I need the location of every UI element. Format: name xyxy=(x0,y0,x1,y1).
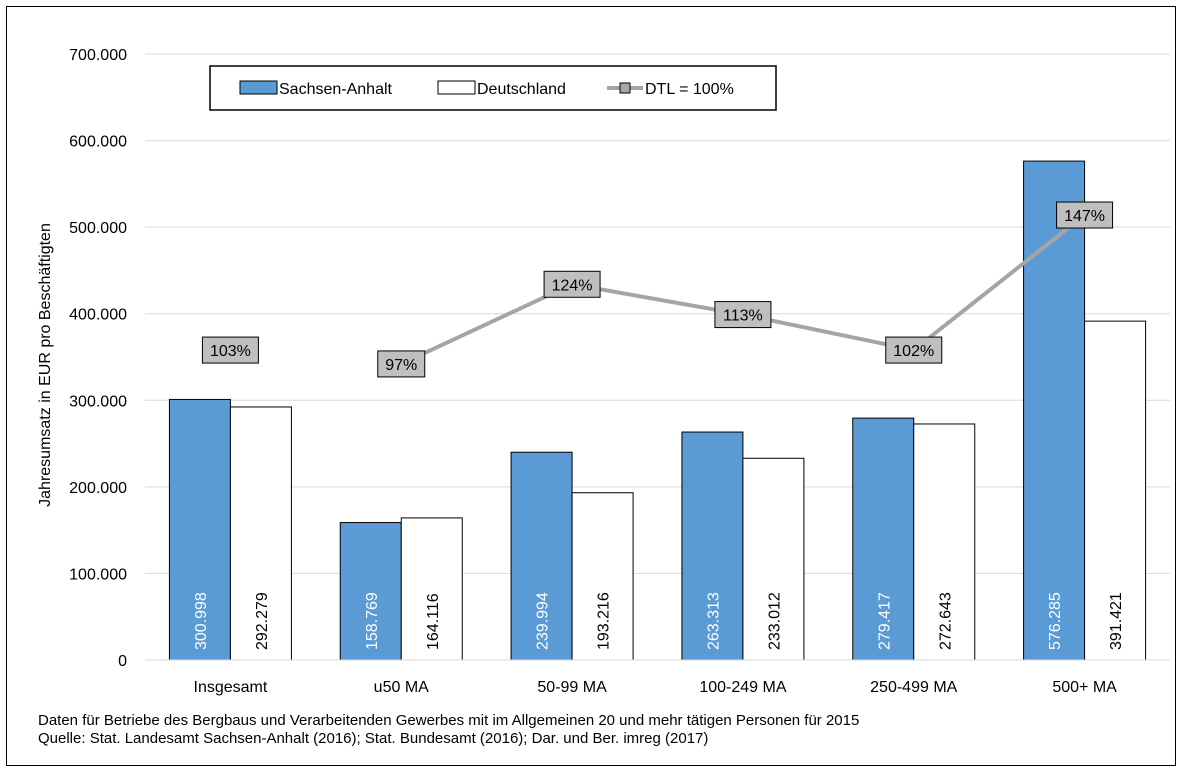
x-axis: Insgesamt u50 MA 50-99 MA 100-249 MA 250-499… xyxy=(145,659,1170,696)
bar-sachsen-anhalt xyxy=(510,451,573,661)
ratio-label: 102% xyxy=(893,343,934,360)
bar-deutschland xyxy=(571,492,634,661)
y-tick-label: 0 xyxy=(118,653,127,670)
legend-label-deutschland[interactable]: Deutschland xyxy=(477,81,566,98)
bar-value-label: 391.421 xyxy=(1108,592,1125,650)
bar-deutschland xyxy=(1084,320,1147,661)
y-tick-label: 700.000 xyxy=(69,47,127,64)
ratio-label: 97% xyxy=(385,357,417,374)
bar-value-label: 158.769 xyxy=(364,592,381,650)
bar-value-label: 233.012 xyxy=(766,592,783,650)
y-tick-label: 100.000 xyxy=(69,566,127,583)
bar-sachsen-anhalt xyxy=(168,398,231,661)
y-tick-label: 600.000 xyxy=(69,134,127,151)
bar-value-label: 300.998 xyxy=(193,592,210,650)
x-tick-label: u50 MA xyxy=(374,679,429,696)
legend-label-sachsen-anhalt[interactable]: Sachsen-Anhalt xyxy=(279,81,393,98)
x-tick-label: 500+ MA xyxy=(1052,679,1117,696)
bar-value-label: 193.216 xyxy=(596,592,613,650)
legend-box xyxy=(209,65,777,111)
y-tick-label: 200.000 xyxy=(69,480,127,497)
ratio-label-box xyxy=(714,301,772,329)
bar-value-label: 164.116 xyxy=(425,593,442,650)
bar-deutschland xyxy=(229,406,292,661)
y-axis: 0 100.000 200.000 300.000 400.000 500.000 600.… xyxy=(69,47,127,670)
footnote-line-1: Daten für Betriebe des Bergbaus und Vera… xyxy=(38,712,860,729)
ratio-label: 147% xyxy=(1064,208,1105,225)
x-tick-label: 250-499 MA xyxy=(870,679,957,696)
bar-value-label: 263.313 xyxy=(705,592,722,650)
bars: 300.998 292.279 158.769 164.116 239.994 193.2… xyxy=(168,160,1147,661)
legend-swatch-ratio-marker[interactable] xyxy=(619,82,631,94)
legend-swatch-deutschland[interactable] xyxy=(437,80,476,95)
legend-label-ratio[interactable]: DTL = 100% xyxy=(645,81,734,98)
bar-deutschland xyxy=(913,423,976,661)
ratio-label: 124% xyxy=(552,277,593,294)
ratio-label-box xyxy=(377,350,426,378)
bar-value-label: 272.643 xyxy=(937,592,954,650)
footnote-line-2: Quelle: Stat. Landesamt Sachsen-Anhalt (… xyxy=(38,730,709,747)
ratio-label: 103% xyxy=(210,343,251,360)
y-axis-label: Jahresumsatz in EUR pro Beschäftigten xyxy=(37,223,54,507)
ratio-label-box xyxy=(201,336,259,364)
x-tick-label: Insgesamt xyxy=(194,679,268,696)
ratio-label-box xyxy=(1056,201,1114,229)
y-tick-label: 500.000 xyxy=(69,220,127,237)
legend-swatch-sachsen-anhalt[interactable] xyxy=(239,80,278,95)
bar-value-label: 292.279 xyxy=(254,592,271,650)
bar-sachsen-anhalt xyxy=(1023,160,1086,661)
bar-value-label: 239.994 xyxy=(535,592,552,650)
legend[interactable]: Sachsen-Anhalt Deutschland DTL = 100% xyxy=(209,65,777,111)
ratio-line: 103% 97% 124% 113% 102% 147% xyxy=(201,201,1114,378)
x-tick-label: 50-99 MA xyxy=(537,679,607,696)
ratio-label-box xyxy=(543,270,601,298)
footnote: Daten für Betriebe des Bergbaus und Vera… xyxy=(38,712,1158,748)
y-tick-label: 300.000 xyxy=(69,393,127,410)
y-tick-label: 400.000 xyxy=(69,307,127,324)
bar-deutschland xyxy=(400,517,463,661)
bar-sachsen-anhalt xyxy=(681,431,744,661)
ratio-label: 113% xyxy=(723,308,763,325)
x-tick-label: 100-249 MA xyxy=(699,679,786,696)
bar-value-label: 279.417 xyxy=(876,592,893,650)
ratio-label-box xyxy=(885,336,943,364)
bar-value-label: 576.285 xyxy=(1047,592,1064,650)
ratio-series-line xyxy=(400,213,1086,366)
gridlines xyxy=(145,53,1170,661)
